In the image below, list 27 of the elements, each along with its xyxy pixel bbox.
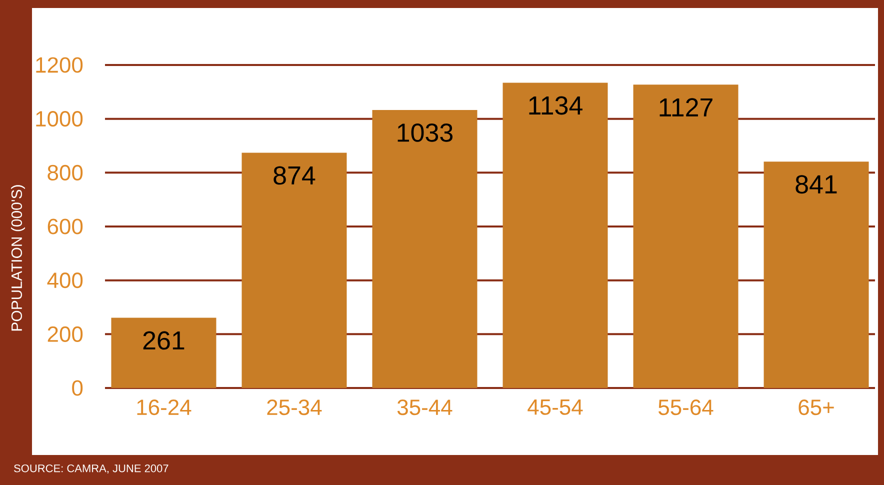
data-label: 874 xyxy=(274,166,316,185)
y-tick-label: 0 xyxy=(72,380,83,396)
y-tick-label: 400 xyxy=(47,272,83,288)
x-tick-label: 45-54 xyxy=(528,400,583,415)
x-tick-label: 35-44 xyxy=(397,400,452,416)
y-tick-label: 200 xyxy=(48,326,83,342)
x-tick-label: 65+ xyxy=(798,400,834,416)
x-tick-label: 55-64 xyxy=(658,400,714,416)
bar xyxy=(502,82,608,388)
data-label: 1033 xyxy=(398,123,453,142)
x-tick-label: 25-34 xyxy=(267,400,322,416)
bar xyxy=(764,162,869,388)
data-label: 261 xyxy=(143,331,184,350)
bar xyxy=(242,152,347,388)
data-label: 841 xyxy=(796,175,837,194)
y-tick-label: 600 xyxy=(48,218,83,234)
data-label: 1134 xyxy=(529,96,582,115)
bar xyxy=(633,84,738,388)
bar xyxy=(111,318,216,388)
y-tick-label: 1000 xyxy=(36,111,83,127)
y-axis-title: POPULATION (000'S) xyxy=(11,185,25,331)
data-label: 1127 xyxy=(660,98,712,116)
y-tick-label: 800 xyxy=(48,164,83,180)
x-tick-label: 16-24 xyxy=(137,400,192,416)
source-note: SOURCE: CAMRA, JUNE 2007 xyxy=(14,464,168,474)
bar xyxy=(372,110,478,388)
y-tick-label: 1200 xyxy=(36,57,83,73)
